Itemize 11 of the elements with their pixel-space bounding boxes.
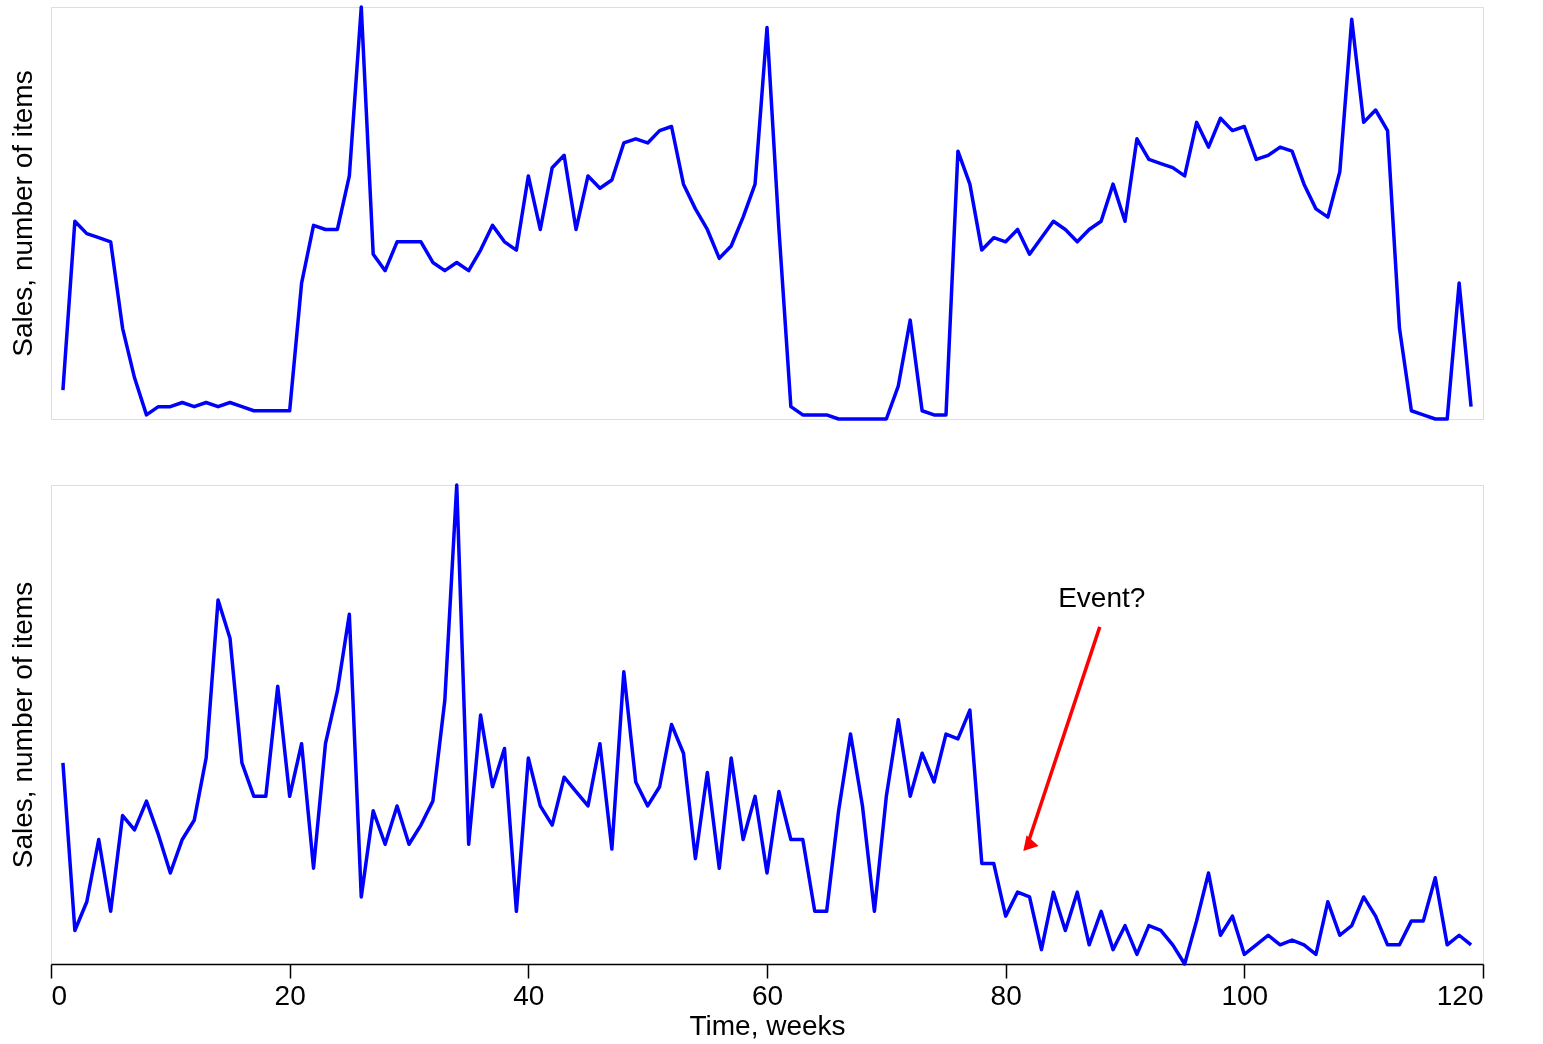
x-tick-label: 120 xyxy=(1436,979,1484,1011)
x-tick-label: 40 xyxy=(513,979,545,1011)
x-axis-title: Time, weeks xyxy=(689,1009,846,1041)
y-axis-title: Sales, number of items xyxy=(6,581,38,869)
y-axis-title: Sales, number of items xyxy=(6,70,38,357)
x-tick-label: 20 xyxy=(274,979,306,1011)
x-tick-label: 60 xyxy=(751,979,784,1011)
annotation: Event? xyxy=(1058,581,1146,613)
x-tick-label: 100 xyxy=(1221,979,1269,1011)
x-tick-label: 80 xyxy=(990,979,1022,1011)
x-tick-label: 0 xyxy=(51,979,68,1011)
